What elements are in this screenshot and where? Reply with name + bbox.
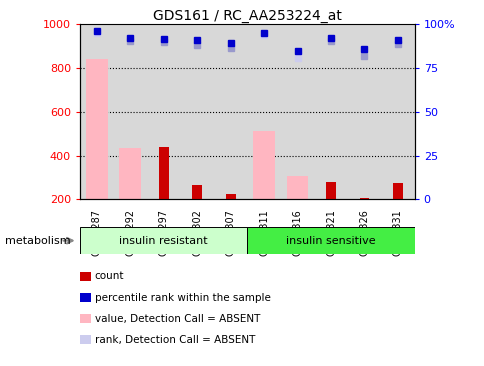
Bar bbox=[286, 176, 308, 199]
Title: GDS161 / RC_AA253224_at: GDS161 / RC_AA253224_at bbox=[152, 9, 341, 23]
Text: insulin sensitive: insulin sensitive bbox=[286, 236, 375, 246]
Bar bbox=[359, 198, 369, 199]
Bar bbox=[86, 59, 107, 199]
Text: count: count bbox=[94, 271, 124, 281]
Bar bbox=[253, 131, 274, 199]
Text: percentile rank within the sample: percentile rank within the sample bbox=[94, 292, 270, 303]
Bar bbox=[325, 182, 335, 199]
Text: metabolism: metabolism bbox=[5, 236, 70, 246]
Bar bbox=[225, 194, 235, 199]
Text: insulin resistant: insulin resistant bbox=[119, 236, 208, 246]
Text: rank, Detection Call = ABSENT: rank, Detection Call = ABSENT bbox=[94, 335, 255, 345]
Bar bbox=[119, 148, 141, 199]
Bar bbox=[392, 183, 402, 199]
Bar bbox=[158, 147, 168, 199]
Bar bbox=[192, 185, 202, 199]
Bar bbox=[80, 227, 247, 254]
Text: value, Detection Call = ABSENT: value, Detection Call = ABSENT bbox=[94, 314, 259, 324]
Bar bbox=[247, 227, 414, 254]
